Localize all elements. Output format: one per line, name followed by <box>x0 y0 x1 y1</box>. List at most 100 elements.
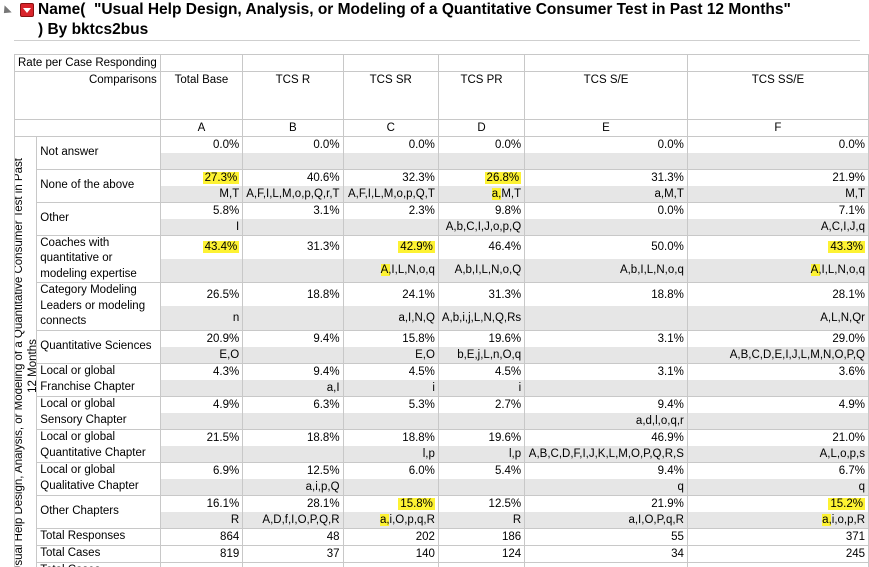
comparison-codes: A,b,i,j,L,N,Q,Rs <box>437 306 526 330</box>
row-label: Local or global Quantitative Chapter <box>36 428 161 462</box>
table-row-codes: l,p l,p A,B,C,D,F,I,J,K,L,M,O,P,Q,R,S A,L,o… <box>15 445 869 462</box>
rate-value: 42.9% <box>342 234 439 259</box>
column-header: TCS S/E <box>524 71 688 120</box>
rate-value: 43.4% <box>159 234 244 259</box>
comparison-codes <box>524 218 688 235</box>
rate-value: 2.3% <box>342 201 439 219</box>
totals-row: Total Cases Responding5353213311232224 <box>15 561 869 567</box>
comparison-codes: A,b,I,L,N,o,q <box>524 258 688 283</box>
rate-value: 16.1% <box>159 494 244 512</box>
comparison-codes <box>437 153 526 169</box>
comparison-codes <box>342 412 439 429</box>
column-letter: F <box>686 119 869 137</box>
comparison-codes: a,i,p,Q <box>242 478 344 495</box>
rate-value: 6.0% <box>342 461 439 479</box>
rate-value: 26.5% <box>159 282 244 307</box>
comparison-codes: A,F,I,L,M,o,p,Q,T <box>342 185 439 202</box>
comparison-codes <box>242 258 344 283</box>
crosstab-table: Rate per Case Responding Comparisons Total… <box>13 54 869 567</box>
column-header: TCS PR <box>437 71 526 120</box>
column-header: TCS R <box>242 71 344 120</box>
rate-value: 21.0% <box>686 428 869 446</box>
table-row-codes: A,I,L,N,o,q A,b,I,L,N,o,Q A,b,I,L,N,o,q A,I… <box>15 258 869 283</box>
totals-value: 819 <box>159 544 244 562</box>
rate-value: 4.9% <box>686 395 869 413</box>
rate-value: 4.9% <box>159 395 244 413</box>
rate-value: 27.3% <box>159 168 244 186</box>
comparison-codes <box>342 478 439 495</box>
row-label: Category Modeling Leaders or modeling co… <box>36 282 161 330</box>
rate-value: 0.0% <box>686 136 869 153</box>
totals-value: 133 <box>342 561 439 567</box>
totals-value: 202 <box>342 527 439 545</box>
comparison-codes <box>242 412 344 429</box>
totals-value: 371 <box>686 527 869 545</box>
comparison-codes: A,I,L,N,o,q <box>686 258 869 283</box>
comparison-codes: A,D,f,I,O,P,Q,R <box>242 511 344 528</box>
rate-value: 0.0% <box>437 136 526 153</box>
rate-value: 5.8% <box>159 201 244 219</box>
rate-value: 18.8% <box>242 428 344 446</box>
report-title-line1: Name( "Usual Help Design, Analysis, or M… <box>38 1 791 18</box>
table-row-codes: I A,b,C,I,J,o,p,Q A,C,I,J,q <box>15 218 869 235</box>
row-label: None of the above <box>36 168 161 202</box>
comparison-codes <box>159 379 244 396</box>
rate-value: 2.7% <box>437 395 526 413</box>
comparison-codes: A,L,o,p,s <box>686 445 869 462</box>
totals-value: 245 <box>686 544 869 562</box>
table-row: Local or global Sensory Chapter 4.9% 6.3% 5… <box>15 395 869 429</box>
column-header: TCS SR <box>342 71 439 120</box>
comparison-codes: a,M,T <box>437 185 526 202</box>
column-letter: D <box>437 119 526 137</box>
rate-value: 15.8% <box>342 494 439 512</box>
rate-value: 18.8% <box>342 428 439 446</box>
rate-value: 28.1% <box>686 282 869 307</box>
totals-value: 535 <box>159 561 244 567</box>
totals-label: Total Cases <box>36 544 161 562</box>
table-row: Local or global Quantitative Chapter 21.5… <box>15 428 869 462</box>
comparison-codes <box>159 258 244 283</box>
rate-value: 40.6% <box>242 168 344 186</box>
rate-value: 12.5% <box>242 461 344 479</box>
comparisons-label: Comparisons <box>14 71 161 120</box>
totals-value: 37 <box>242 544 344 562</box>
comparison-codes: A,C,I,J,q <box>686 218 869 235</box>
rate-value: 29.0% <box>686 329 869 347</box>
rate-value: 15.8% <box>342 329 439 347</box>
comparison-codes: a,I,N,Q <box>342 306 439 330</box>
comparison-codes <box>686 412 869 429</box>
row-label: Quantitative Sciences <box>36 329 161 363</box>
comparison-codes <box>686 153 869 169</box>
totals-value: 32 <box>242 561 344 567</box>
comparison-codes: A,F,I,L,M,o,p,Q,r,T <box>242 185 344 202</box>
row-label: Not answer <box>36 136 161 169</box>
comparison-codes: n <box>159 306 244 330</box>
table-row: None of the above 27.3% 40.6% 32.3% 26.8% 31.… <box>15 168 869 202</box>
rate-value: 32.3% <box>342 168 439 186</box>
column-header: Total Base <box>159 71 244 120</box>
comparison-codes: E,O <box>342 346 439 363</box>
comparison-codes: b,E,j,L,n,O,q <box>437 346 526 363</box>
rate-value: 5.4% <box>437 461 526 479</box>
table-row: Coaches with quantitative or modeling ex… <box>15 234 869 283</box>
column-header: TCS SS/E <box>686 71 869 120</box>
column-letter: A <box>159 119 244 137</box>
title-divider <box>14 40 860 41</box>
red-triangle-menu-icon[interactable] <box>20 3 34 17</box>
comparison-codes: a,i,o,p,R <box>686 511 869 528</box>
totals-value: 140 <box>342 544 439 562</box>
rate-value: 9.4% <box>524 461 688 479</box>
rate-value: 3.1% <box>242 201 344 219</box>
row-label: Other Chapters <box>36 494 161 528</box>
table-row: Local or global Qualitative Chapter 6.9% 1… <box>15 461 869 495</box>
side-label-line1: Usual Help Design, Analysis, or Modeling… <box>14 157 25 567</box>
side-label-line2: 12 Months <box>26 338 37 393</box>
totals-value: 32 <box>524 561 688 567</box>
totals-row: Total Responses 864 48 202 186 55 371 <box>15 527 869 545</box>
rate-value: 9.4% <box>524 395 688 413</box>
totals-value: 864 <box>159 527 244 545</box>
comparison-codes <box>159 412 244 429</box>
rate-value: 3.1% <box>524 362 688 380</box>
disclosure-triangle-icon[interactable] <box>0 5 12 17</box>
row-label: Local or global Franchise Chapter <box>36 362 161 396</box>
